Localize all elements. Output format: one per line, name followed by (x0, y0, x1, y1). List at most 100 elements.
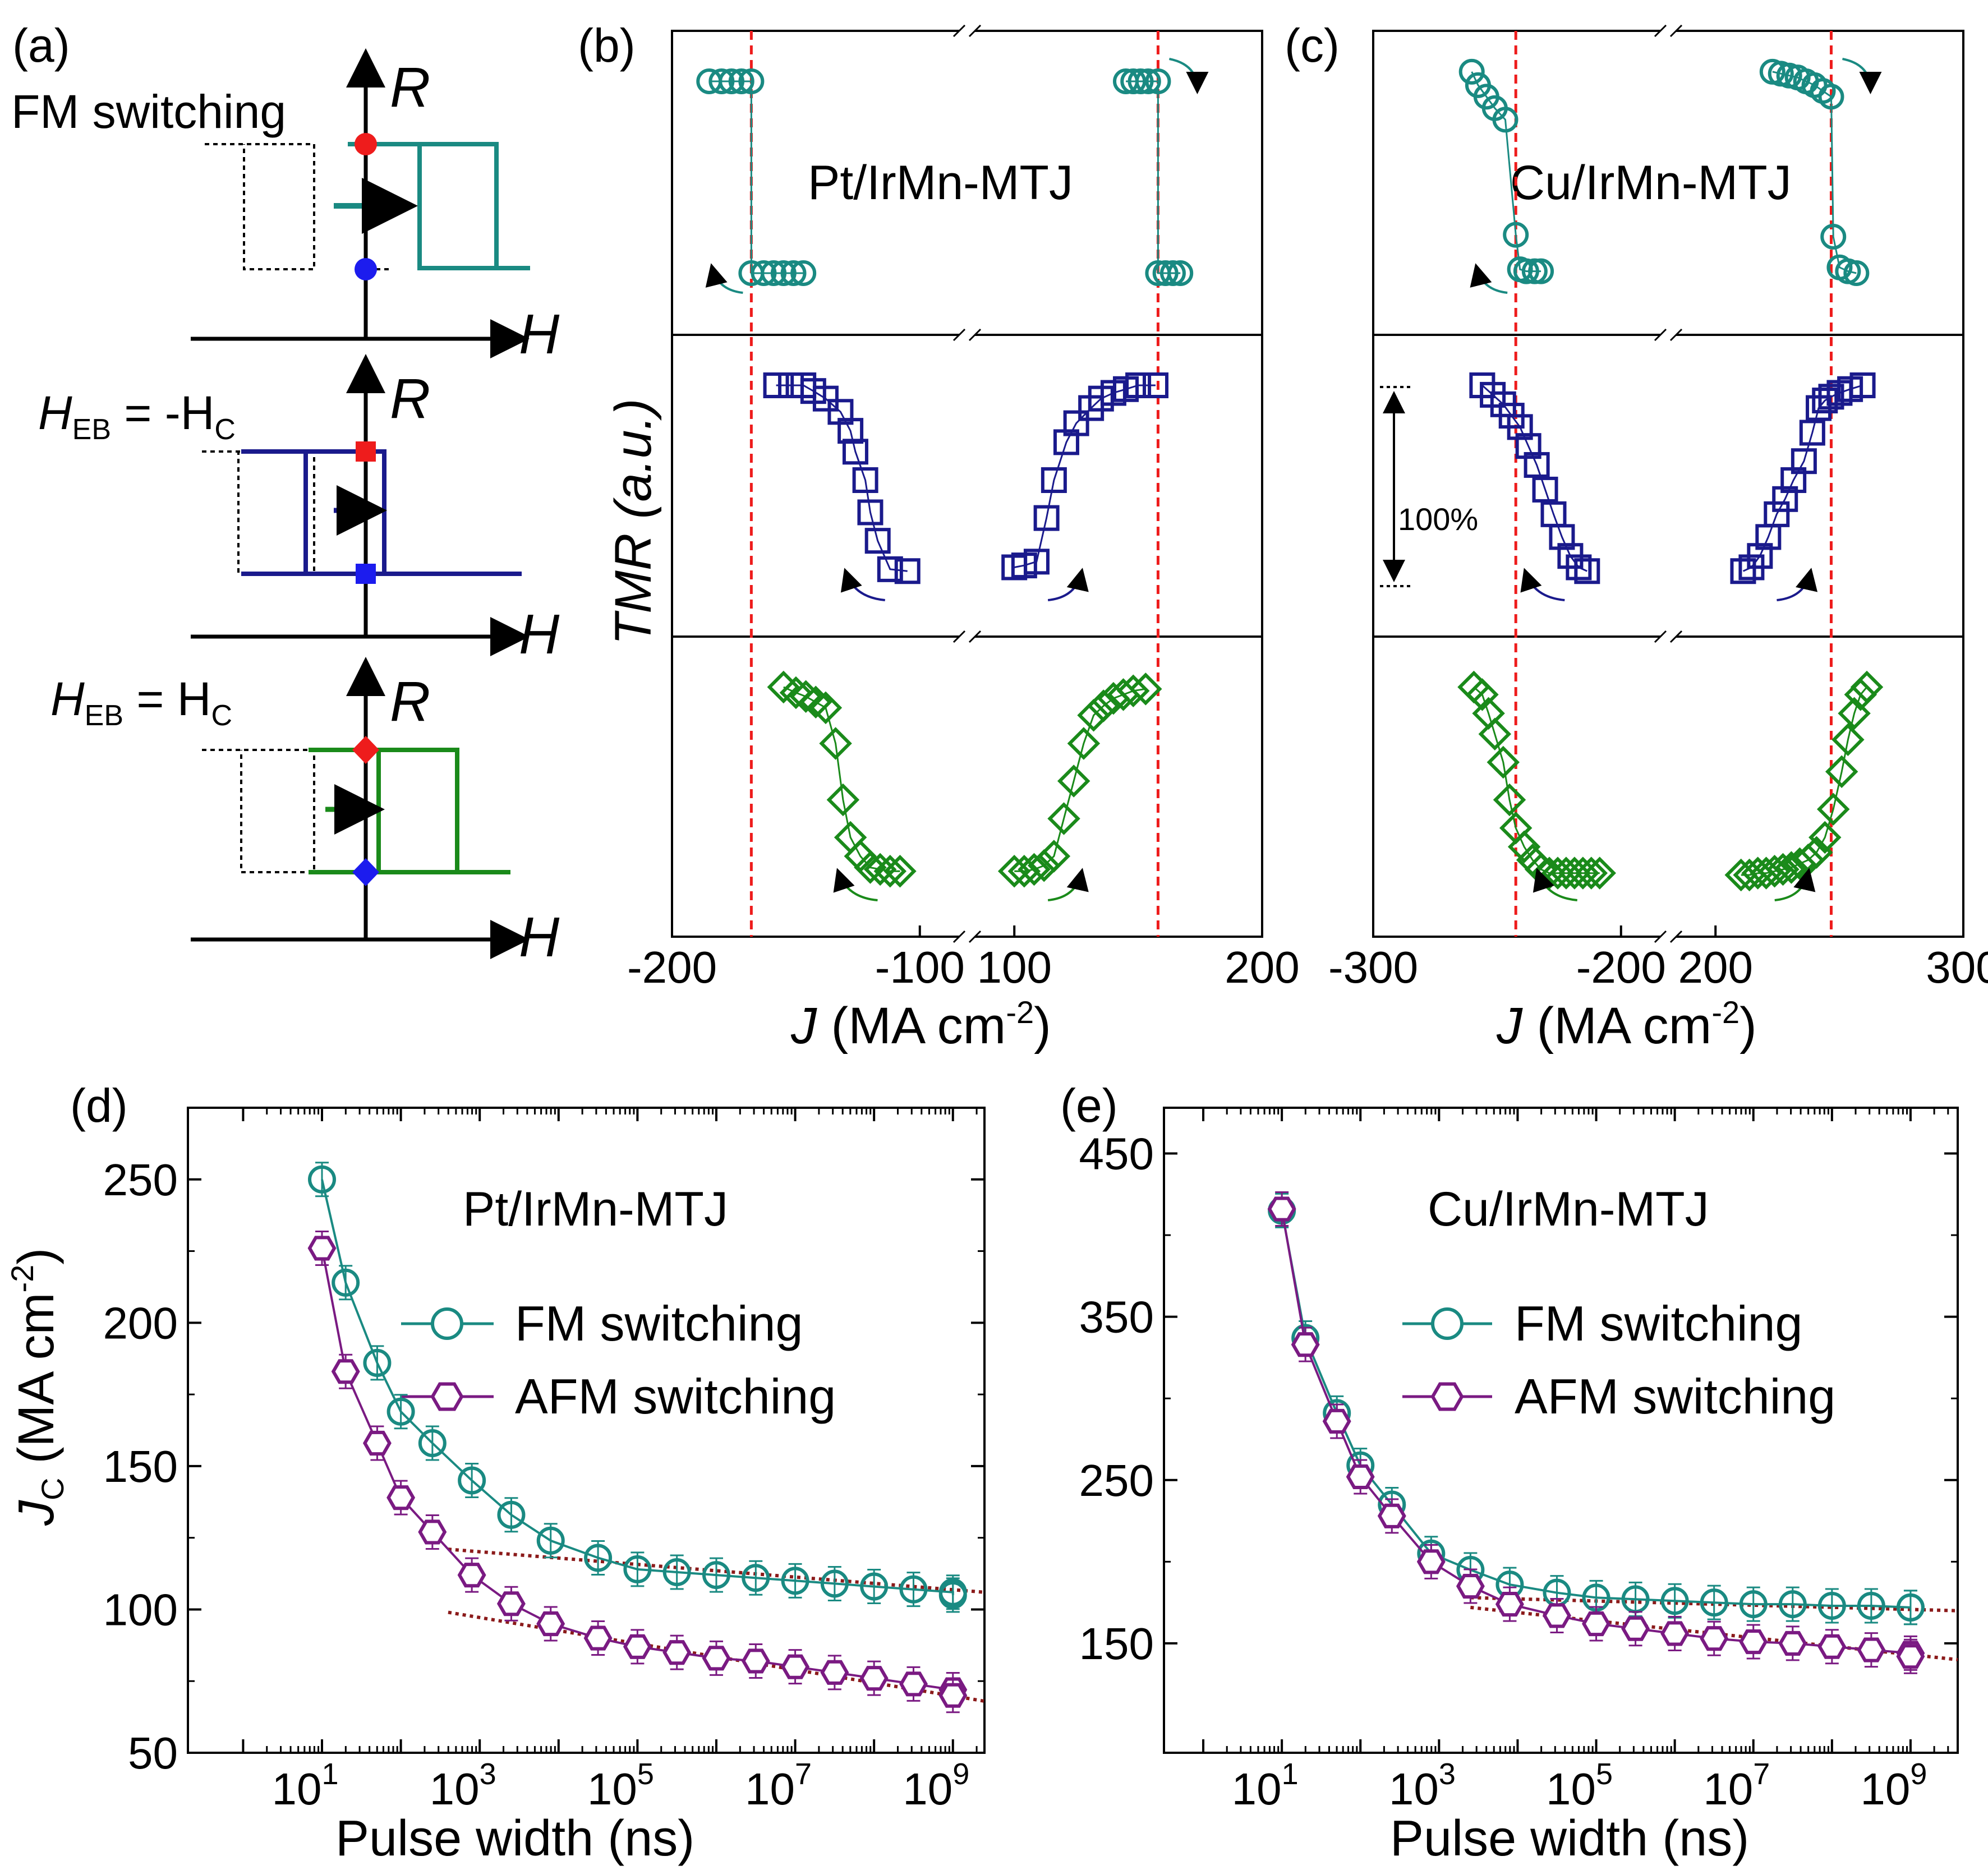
row-heb-neg-title: HEB = -HC (38, 386, 236, 446)
row-heb-pos-dotted-loop (202, 749, 315, 873)
panel-e: (e) Cu/IrMn-MTJ Pulse width (ns) FM swit… (1060, 1079, 1959, 1867)
panel-c-scale-bar: 100% (1380, 386, 1478, 587)
data-point (1267, 1196, 1296, 1222)
y-tick-label: 250 (103, 1155, 178, 1205)
data-point (1844, 678, 1877, 711)
data-point (1739, 1590, 1768, 1619)
data-point (1322, 1408, 1351, 1434)
row-heb-neg-low-square (356, 564, 376, 584)
switching-arrow (705, 263, 743, 294)
series-line (1126, 80, 1181, 274)
x-tick-label: -200 (627, 942, 717, 992)
data-point (761, 260, 787, 286)
panel-d-marks: 50 100 150 200 250 101 103 105 107 109 (103, 1108, 985, 1814)
y-tick-label: 100 (103, 1585, 178, 1634)
data-point (1582, 1611, 1610, 1637)
axis-break-gap (1660, 328, 1676, 342)
data-point (781, 1654, 810, 1679)
data-point (883, 855, 917, 888)
data-point (584, 1544, 613, 1572)
data-point (1135, 68, 1161, 94)
data-point (789, 680, 822, 713)
data-point (1041, 467, 1067, 493)
x-tick-label: 101 (271, 1757, 338, 1814)
data-point (1033, 505, 1060, 531)
data-point (1515, 433, 1541, 459)
data-point (1167, 260, 1194, 286)
x-tick-label: 200 (1225, 942, 1299, 992)
data-point (1566, 554, 1592, 581)
data-point (1027, 849, 1061, 882)
legend-afm-label: AFM switching (1515, 1369, 1835, 1424)
row-heb-neg-h-label: H (519, 603, 560, 666)
data-point (1507, 830, 1541, 863)
x-tick-label: 200 (1678, 942, 1752, 992)
data-point (708, 68, 735, 94)
legend-afm-marker (430, 1382, 464, 1411)
y-tick-label: 50 (128, 1728, 178, 1778)
data-point (1800, 836, 1833, 869)
axis-break (968, 328, 982, 342)
data-point (307, 1236, 337, 1261)
data-point (1575, 856, 1608, 890)
data-point (1143, 372, 1169, 398)
row-fm-title: FM switching (11, 85, 286, 138)
panel-a-row-heb-pos: HEB = HC R H (50, 657, 560, 969)
axis-break (1669, 930, 1683, 943)
data-point (1152, 260, 1179, 286)
panel-c-xlabel: J (MA cm-2) (1496, 994, 1757, 1054)
axis-break (968, 930, 982, 943)
fit-line (448, 1547, 985, 1594)
data-point (1087, 689, 1120, 722)
axis-break (968, 24, 982, 38)
data-point (1129, 673, 1162, 706)
data-point (1023, 549, 1050, 575)
data-point (1487, 745, 1520, 779)
row-fm-dotted-loop (205, 143, 315, 270)
data-point (1574, 558, 1600, 584)
data-point (623, 1555, 652, 1583)
axis-break (1654, 930, 1667, 943)
y-tick-label: 150 (103, 1441, 178, 1491)
row-heb-neg-dotted-loop (202, 450, 315, 575)
y-tick-label: 200 (103, 1298, 178, 1348)
x-tick-label: 109 (1860, 1757, 1927, 1814)
row-heb-neg-high-square (356, 441, 376, 462)
data-point (1528, 258, 1554, 284)
panel-e-marks: 150 250 350 450 101 103 105 107 109 (1079, 1108, 1958, 1814)
data-point (1820, 224, 1847, 250)
data-point (1047, 802, 1080, 835)
x-tick-label: -200 (1576, 942, 1666, 992)
data-point (938, 1683, 968, 1708)
data-point (702, 1561, 730, 1590)
data-point (1896, 1644, 1925, 1669)
data-point (1513, 258, 1539, 284)
data-point (854, 851, 887, 884)
panel-a: (a) FM switching R H HEB = -HC R H (11, 19, 560, 969)
data-point (738, 68, 765, 94)
data-point (363, 1348, 392, 1377)
data-point (1377, 1503, 1406, 1528)
data-point (799, 685, 832, 719)
row-fm-r-label: R (390, 56, 430, 119)
data-point (770, 260, 797, 286)
x-tick-label: 101 (1232, 1757, 1299, 1814)
x-tick-label: 103 (430, 1757, 496, 1814)
panel-a-row-heb-neg: HEB = -HC R H (38, 354, 560, 666)
data-point (1159, 260, 1186, 286)
legend-afm-label: AFM switching (515, 1369, 836, 1424)
panel-e-legend: FM switching AFM switching (1402, 1296, 1835, 1424)
data-point (1739, 1629, 1768, 1655)
switching-arrow (1774, 868, 1816, 901)
data-point (780, 260, 807, 286)
panel-b-label: (b) (578, 19, 636, 72)
switching-arrow (1842, 58, 1882, 94)
data-point (1817, 1634, 1847, 1659)
data-point (1067, 727, 1101, 760)
data-point (1700, 1626, 1729, 1651)
data-point (1077, 699, 1110, 732)
data-point (1843, 260, 1870, 286)
axis-break-gap (1660, 24, 1676, 38)
axis-break-gap (959, 328, 975, 342)
data-point (1063, 410, 1089, 436)
